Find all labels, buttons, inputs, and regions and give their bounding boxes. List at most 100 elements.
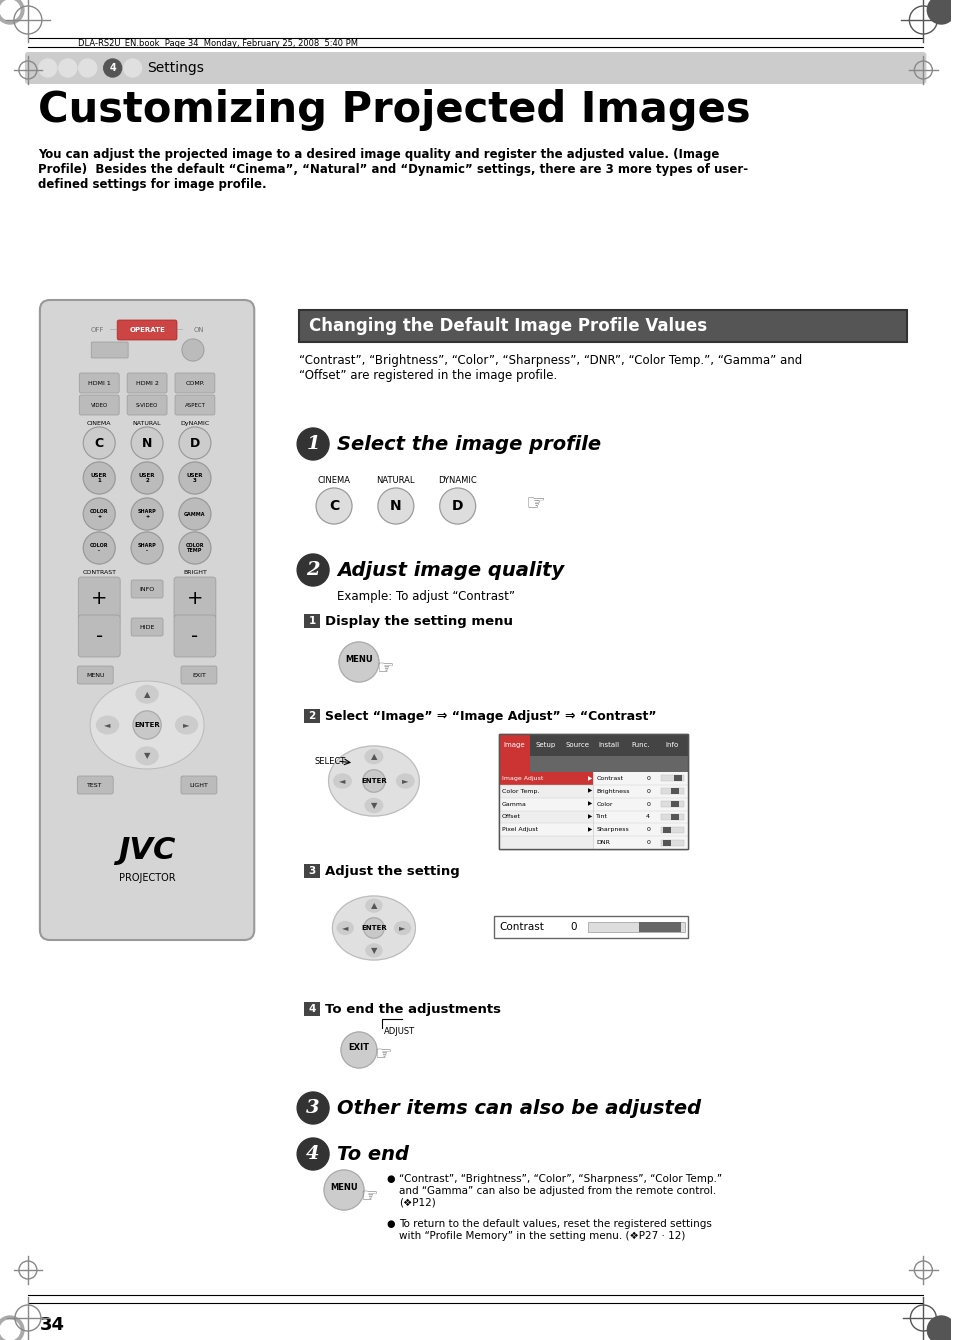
FancyBboxPatch shape [25, 52, 925, 84]
FancyBboxPatch shape [181, 776, 216, 795]
FancyBboxPatch shape [78, 578, 120, 619]
FancyBboxPatch shape [593, 785, 687, 797]
Text: ►: ► [401, 776, 408, 785]
Text: 0: 0 [645, 776, 649, 781]
Text: Color Temp.: Color Temp. [501, 789, 538, 793]
Circle shape [0, 1316, 24, 1340]
Ellipse shape [328, 746, 419, 816]
Text: ENTER: ENTER [360, 925, 386, 931]
Ellipse shape [136, 685, 158, 704]
Text: ▶: ▶ [588, 815, 592, 820]
Circle shape [315, 488, 352, 524]
Text: DNR: DNR [596, 840, 610, 846]
Circle shape [79, 59, 96, 76]
FancyBboxPatch shape [660, 840, 683, 846]
Text: 0: 0 [645, 840, 649, 846]
Text: Brightness: Brightness [596, 789, 629, 793]
Text: COLOR
TEMP: COLOR TEMP [186, 543, 204, 553]
FancyBboxPatch shape [304, 614, 320, 628]
Text: Contrast: Contrast [499, 922, 544, 933]
FancyBboxPatch shape [498, 785, 593, 797]
FancyBboxPatch shape [498, 772, 593, 785]
Text: USER
3: USER 3 [187, 473, 203, 484]
FancyBboxPatch shape [593, 797, 687, 811]
Circle shape [338, 642, 378, 682]
Text: ▲: ▲ [144, 690, 151, 698]
Text: 2: 2 [306, 561, 319, 579]
Text: ENTER: ENTER [134, 722, 160, 728]
Text: “Contrast”, “Brightness”, “Color”, “Sharpness”, “Color Temp.”
and “Gamma” can al: “Contrast”, “Brightness”, “Color”, “Shar… [398, 1174, 721, 1207]
Circle shape [926, 1316, 953, 1340]
Text: ▶: ▶ [588, 827, 592, 832]
FancyBboxPatch shape [304, 864, 320, 878]
Circle shape [131, 462, 163, 494]
Ellipse shape [396, 775, 414, 788]
Text: DyNAMIC: DyNAMIC [180, 421, 210, 426]
Ellipse shape [90, 681, 204, 769]
Text: PROJECTOR: PROJECTOR [118, 872, 175, 883]
Text: -: - [192, 627, 198, 646]
FancyBboxPatch shape [660, 776, 683, 781]
Circle shape [83, 498, 115, 531]
Text: ☞: ☞ [374, 1044, 392, 1064]
Text: C: C [94, 437, 104, 449]
Text: C: C [329, 498, 339, 513]
Text: To end the adjustments: To end the adjustments [325, 1002, 500, 1016]
FancyBboxPatch shape [304, 1002, 320, 1016]
Text: TEST: TEST [88, 783, 103, 788]
FancyBboxPatch shape [498, 836, 593, 850]
Text: Customizing Projected Images: Customizing Projected Images [38, 88, 750, 131]
Text: Select the image profile: Select the image profile [336, 434, 600, 453]
FancyBboxPatch shape [593, 836, 687, 850]
Circle shape [340, 1032, 376, 1068]
Text: GAMMA: GAMMA [184, 512, 206, 516]
Circle shape [439, 488, 476, 524]
Text: Source: Source [565, 742, 589, 748]
Circle shape [179, 462, 211, 494]
Text: 3: 3 [306, 1099, 319, 1118]
Ellipse shape [366, 943, 381, 957]
Circle shape [182, 339, 204, 360]
Circle shape [296, 1092, 329, 1124]
Text: 0: 0 [570, 922, 576, 933]
Text: COMP.: COMP. [185, 381, 204, 386]
Text: JVC: JVC [118, 836, 175, 864]
Text: USER
1: USER 1 [91, 473, 108, 484]
Text: Setup: Setup [536, 742, 556, 748]
Text: EXIT: EXIT [192, 673, 206, 678]
Ellipse shape [395, 922, 410, 934]
Text: “Contrast”, “Brightness”, “Color”, “Sharpness”, “DNR”, “Color Temp.”, “Gamma” an: “Contrast”, “Brightness”, “Color”, “Shar… [299, 354, 801, 382]
FancyBboxPatch shape [673, 776, 681, 781]
Text: ●: ● [387, 1219, 395, 1229]
FancyBboxPatch shape [77, 776, 113, 795]
Text: HIDE: HIDE [139, 624, 154, 630]
Text: SHARP
+: SHARP + [137, 509, 156, 520]
Text: ▼: ▼ [144, 752, 151, 760]
Circle shape [377, 488, 414, 524]
Text: MENU: MENU [330, 1182, 357, 1191]
FancyBboxPatch shape [127, 373, 167, 393]
Text: D: D [452, 498, 463, 513]
Text: ▶: ▶ [588, 789, 592, 793]
Text: 0: 0 [645, 827, 649, 832]
FancyBboxPatch shape [671, 788, 679, 795]
FancyBboxPatch shape [77, 666, 113, 683]
Text: 3: 3 [308, 866, 315, 876]
Circle shape [59, 59, 76, 76]
Text: MENU: MENU [86, 673, 105, 678]
Text: 4: 4 [645, 815, 649, 820]
Circle shape [83, 427, 115, 460]
FancyBboxPatch shape [660, 813, 683, 820]
Text: USER
2: USER 2 [139, 473, 155, 484]
FancyBboxPatch shape [671, 801, 679, 807]
FancyBboxPatch shape [131, 618, 163, 636]
Text: ▶: ▶ [588, 801, 592, 807]
Circle shape [83, 532, 115, 564]
Text: To return to the default values, reset the registered settings
with “Profile Mem: To return to the default values, reset t… [398, 1219, 711, 1241]
Ellipse shape [366, 899, 381, 913]
Circle shape [0, 0, 20, 20]
FancyBboxPatch shape [174, 373, 214, 393]
Text: ☞: ☞ [525, 494, 545, 515]
FancyBboxPatch shape [117, 320, 177, 340]
Circle shape [132, 712, 161, 740]
